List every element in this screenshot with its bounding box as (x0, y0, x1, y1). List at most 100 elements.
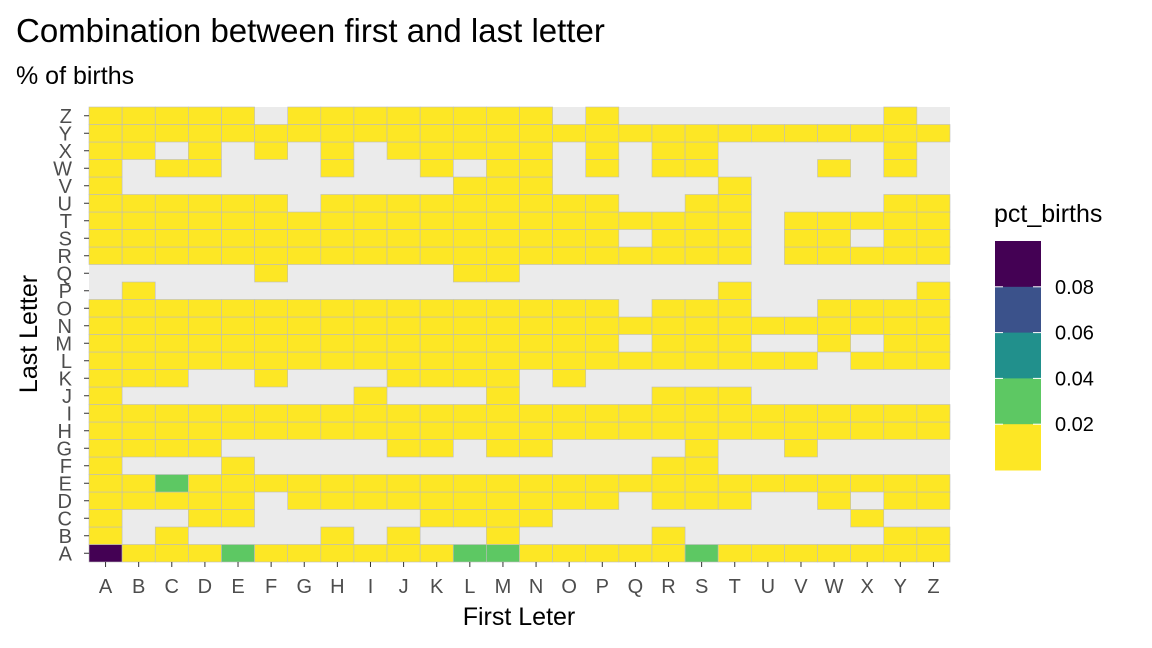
heatmap-cell-S-Y (684, 124, 719, 143)
heatmap-cell-T-O (717, 299, 752, 318)
heatmap-cell-J-N (386, 316, 421, 335)
heatmap-cell-K-H (419, 421, 454, 440)
heatmap-cell-N-D (519, 491, 553, 510)
heatmap-cell-L-M (452, 334, 487, 353)
heatmap-cell-S-L (684, 351, 719, 370)
heatmap-cell-T-A (717, 544, 752, 563)
heatmap-cell-B-H (121, 421, 156, 440)
heatmap-cell-A-A (88, 544, 123, 563)
heatmap-cell-E-M (221, 334, 255, 353)
heatmap-cell-U-A (751, 544, 785, 563)
y-tick-label-F: F (60, 456, 72, 478)
heatmap-cell-J-M (386, 334, 421, 353)
heatmap-cell-L-Q (452, 264, 487, 283)
heatmap-cell-W-O (817, 299, 851, 318)
heatmap-cell-V-A (784, 544, 818, 563)
heatmap-cell-Q-R (618, 246, 653, 265)
heatmap-cell-G-A (287, 544, 322, 563)
heatmap-cell-A-U (88, 194, 123, 213)
heatmap-cell-L-R (452, 246, 487, 265)
heatmap-cell-C-I (154, 404, 189, 423)
heatmap-cell-D-X (188, 141, 222, 160)
heatmap-cell-G-N (287, 316, 322, 335)
heatmap-cell-A-T (88, 211, 123, 230)
heatmap-cell-M-I (486, 404, 520, 423)
heatmap-cell-K-T (419, 211, 454, 230)
x-tick-label-X: X (861, 576, 874, 598)
heatmap-cell-Q-Y (618, 124, 653, 143)
y-tick-label-V: V (59, 176, 73, 198)
heatmap-cell-G-S (287, 229, 322, 248)
heatmap-cell-M-V (486, 176, 520, 195)
heatmap-cell-T-V (717, 176, 752, 195)
heatmap-cell-K-I (419, 404, 454, 423)
heatmap-cell-O-U (552, 194, 587, 213)
heatmap-cell-N-M (519, 334, 553, 353)
heatmap-cell-L-Y (452, 124, 487, 143)
heatmap-cell-S-F (684, 456, 719, 475)
heatmap-cell-K-S (419, 229, 454, 248)
heatmap-cell-Y-H (883, 421, 918, 440)
x-tick-label-V: V (794, 576, 808, 598)
heatmap-cell-H-X (320, 141, 355, 160)
heatmap-cell-L-U (452, 194, 487, 213)
heatmap-cell-N-E (519, 474, 553, 493)
heatmap-cell-B-U (121, 194, 156, 213)
heatmap-cell-S-G (684, 439, 719, 458)
heatmap-cell-B-E (121, 474, 156, 493)
heatmap-cell-S-M (684, 334, 719, 353)
heatmap-cell-X-H (850, 421, 885, 440)
heatmap-cell-R-O (651, 299, 686, 318)
heatmap-cell-Y-I (883, 404, 918, 423)
heatmap-cell-K-C (419, 509, 454, 528)
heatmap-cell-C-O (154, 299, 189, 318)
heatmap-cell-O-O (552, 299, 587, 318)
heatmap-cell-G-R (287, 246, 322, 265)
heatmap-cell-N-I (519, 404, 553, 423)
heatmap-cell-R-E (651, 474, 686, 493)
heatmap-cell-D-E (188, 474, 222, 493)
heatmap-cell-H-L (320, 351, 355, 370)
heatmap-cell-Y-O (883, 299, 918, 318)
heatmap-cell-O-A (552, 544, 587, 563)
heatmap-cell-D-N (188, 316, 222, 335)
heatmap-cell-S-H (684, 421, 719, 440)
heatmap-cell-R-Y (651, 124, 686, 143)
heatmap-cell-I-I (353, 404, 388, 423)
heatmap-cell-L-N (452, 316, 487, 335)
heatmap-cell-I-R (353, 246, 388, 265)
heatmap-cell-E-H (221, 421, 255, 440)
heatmap-cell-A-L (88, 351, 123, 370)
heatmap-cell-D-U (188, 194, 222, 213)
x-tick-label-G: G (296, 576, 312, 598)
heatmap-cell-C-R (154, 246, 189, 265)
heatmap-cell-B-K (121, 369, 156, 388)
heatmap-cell-D-M (188, 334, 222, 353)
heatmap-cell-W-S (817, 229, 851, 248)
heatmap-cell-P-L (585, 351, 620, 370)
heatmap-cell-A-I (88, 404, 123, 423)
heatmap-cell-V-G (784, 439, 818, 458)
heatmap-cell-R-J (651, 386, 686, 405)
heatmap-cell-L-I (452, 404, 487, 423)
heatmap-cell-O-I (552, 404, 587, 423)
heatmap-cell-W-H (817, 421, 851, 440)
heatmap-cell-V-T (784, 211, 818, 230)
heatmap-cell-X-I (850, 404, 885, 423)
heatmap-cell-F-K (254, 369, 289, 388)
heatmap-cell-T-J (717, 386, 752, 405)
heatmap-cell-T-M (717, 334, 752, 353)
heatmap-cell-C-H (154, 421, 189, 440)
heatmap-cell-L-V (452, 176, 487, 195)
heatmap-cell-E-O (221, 299, 255, 318)
heatmap-cell-B-T (121, 211, 156, 230)
heatmap-cell-N-Y (519, 124, 553, 143)
heatmap-cell-T-H (717, 421, 752, 440)
legend-label-0.08: 0.08 (1055, 277, 1094, 299)
y-tick-label-R: R (58, 246, 72, 268)
heatmap-cell-D-S (188, 229, 222, 248)
y-tick-label-J: J (62, 386, 72, 408)
heatmap-cell-D-H (188, 421, 222, 440)
heatmap-cell-O-S (552, 229, 587, 248)
heatmap-cell-Q-E (618, 474, 653, 493)
